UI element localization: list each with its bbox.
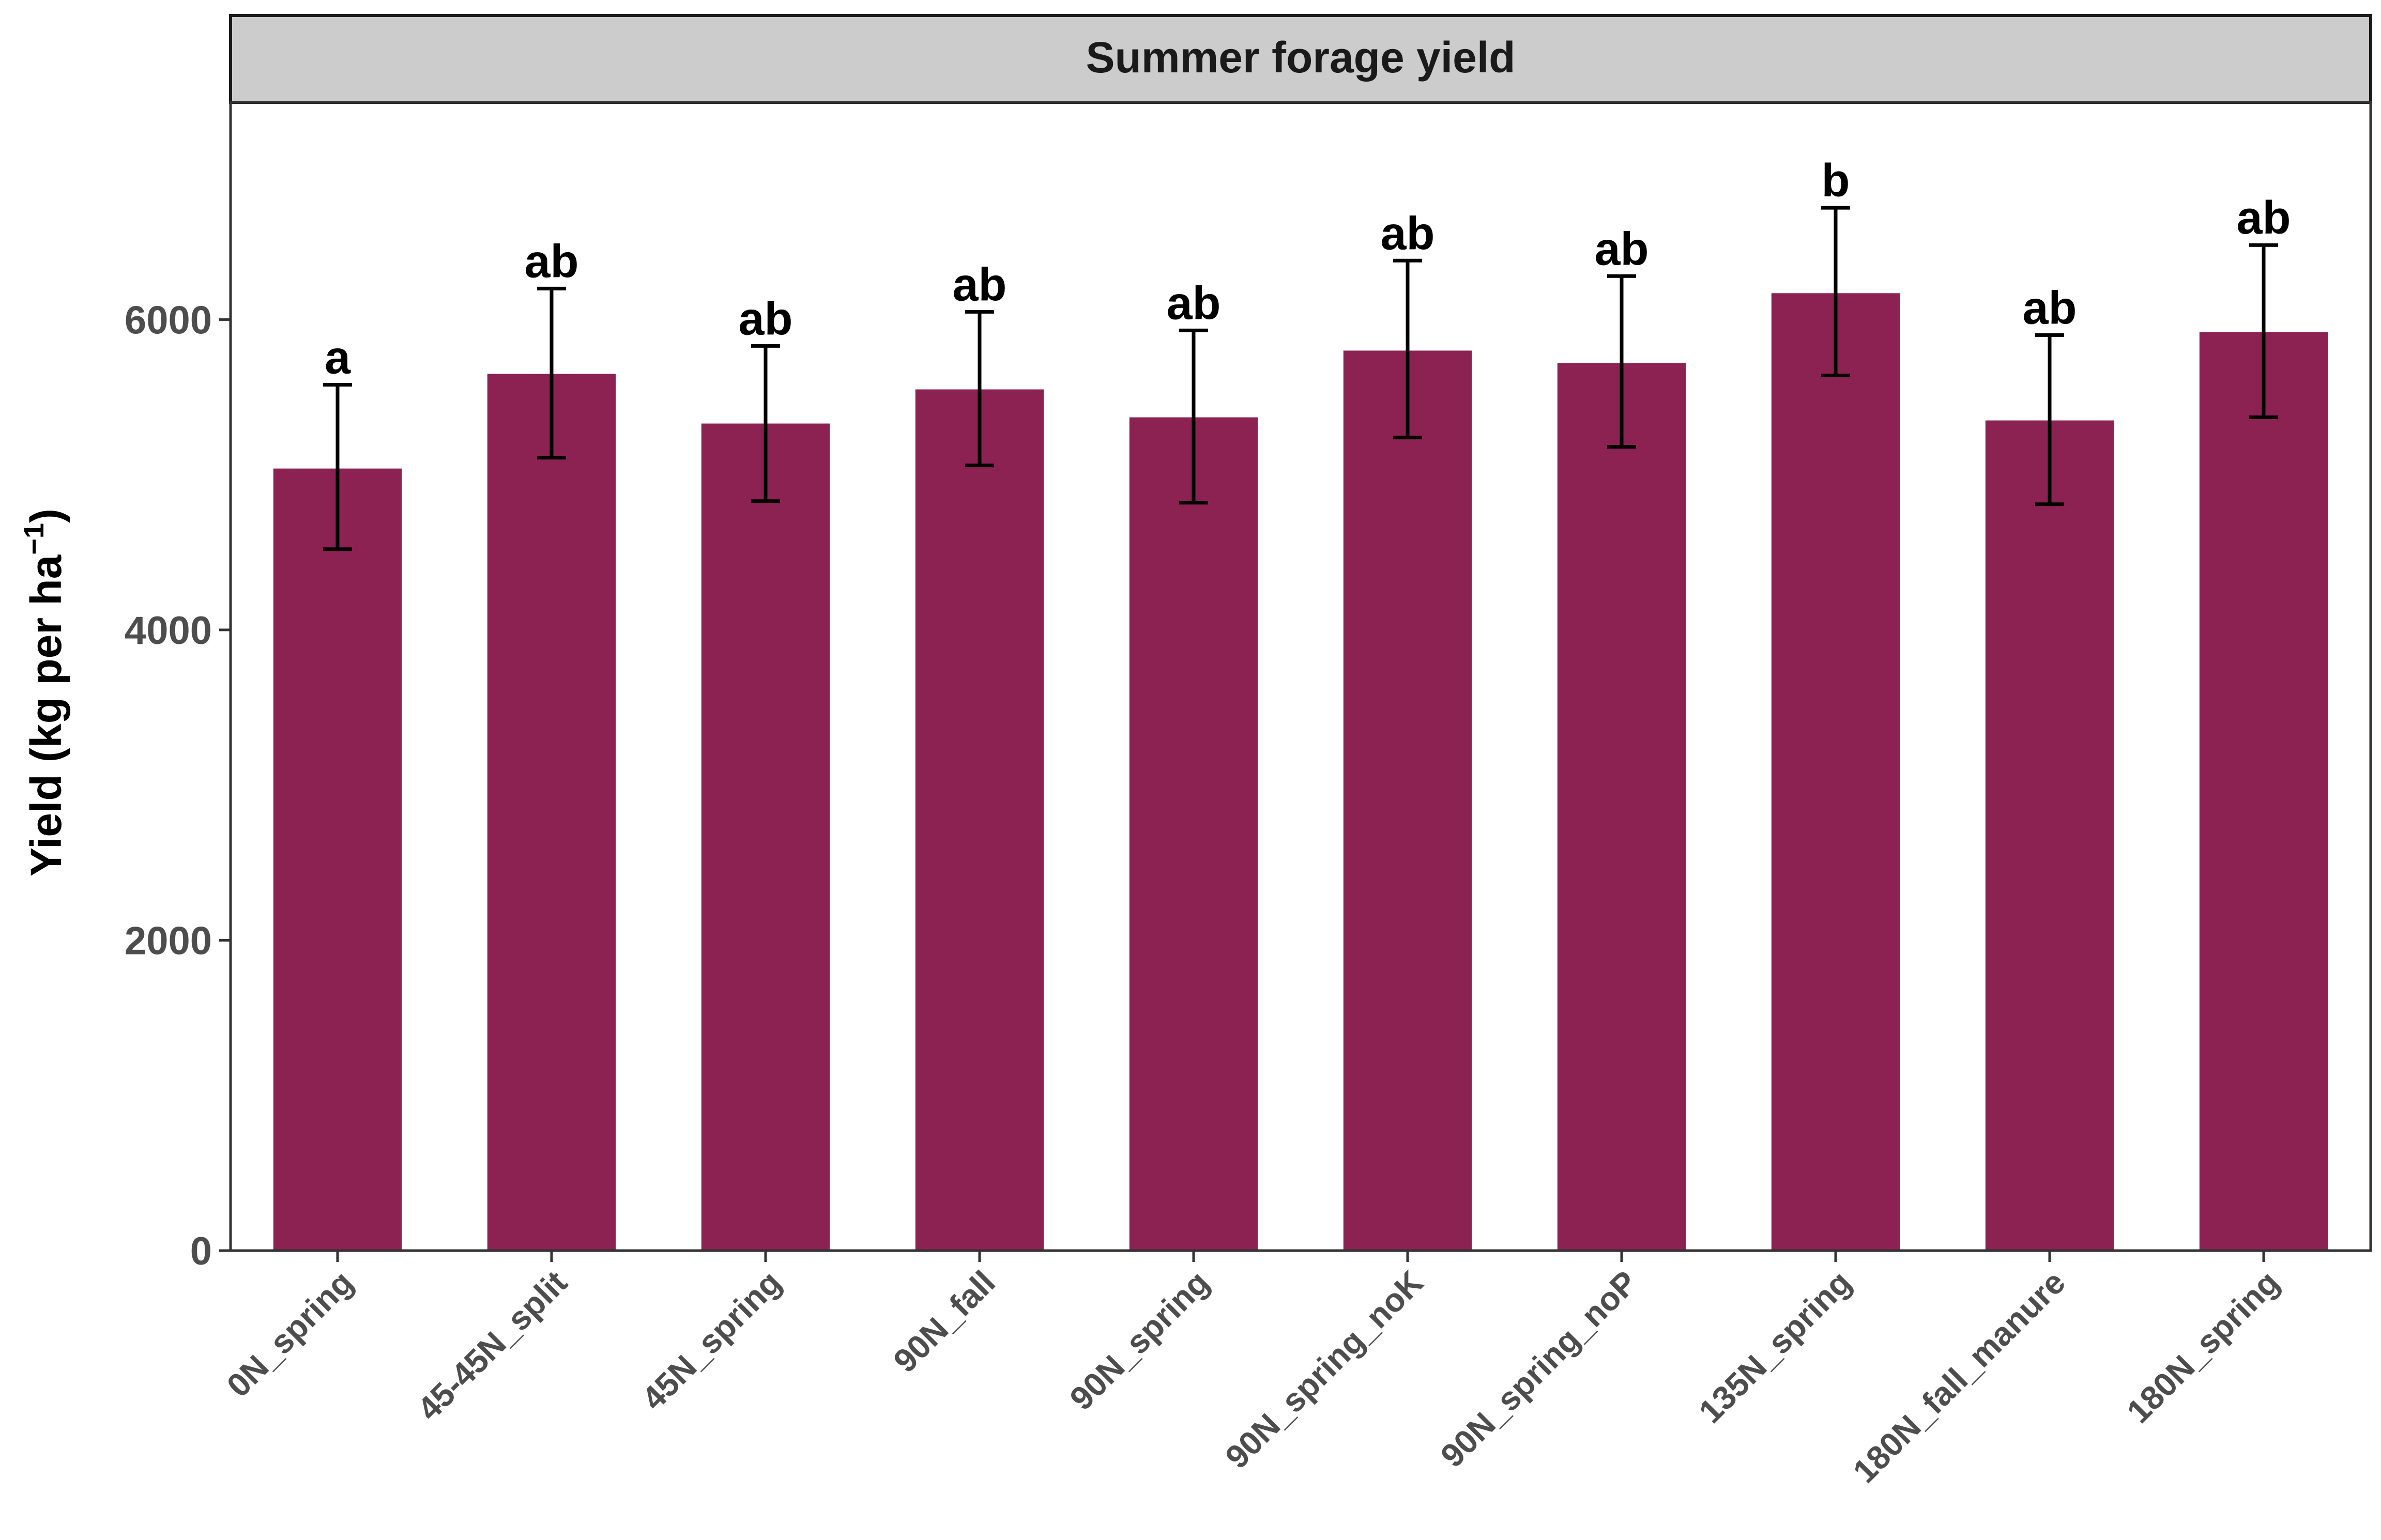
significance-label-180N_fall_manure: ab (2022, 282, 2077, 334)
significance-label-45-45N_split: ab (524, 236, 578, 287)
x-tick-label: 135N_spring (1691, 1264, 1858, 1430)
error-bar-90N_spring_noP (1607, 274, 1636, 449)
bar-90N_spring_noK (1343, 350, 1472, 1251)
bar-45N_spring (701, 423, 830, 1251)
bar-90N_fall (915, 389, 1044, 1251)
x-tick-label: 45-45N_split (410, 1264, 574, 1428)
error-bar-180N_fall_manure (2035, 333, 2064, 506)
y-axis-title-superscript: −1 (19, 523, 50, 555)
error-bar-45-45N_split (537, 286, 566, 460)
significance-label-0N_spring: a (325, 332, 351, 383)
bar-90N_spring_noP (1557, 363, 1686, 1251)
x-tick-label: 45N_spring (635, 1264, 788, 1417)
significance-label-90N_spring_noK: ab (1380, 208, 1434, 259)
y-tick-label: 4000 (125, 609, 212, 653)
x-tick-label: 90N_spring_noP (1433, 1264, 1644, 1474)
x-axis: 0N_spring 45-45N_split 45N_spring 90N_fall 9… (220, 1251, 2286, 1490)
significance-label-45N_spring: ab (738, 293, 792, 345)
significance-label-90N_spring_noP: ab (1594, 223, 1649, 275)
error-bar-90N_fall (965, 310, 994, 468)
error-bar-45N_spring (751, 344, 780, 503)
y-tick-label: 2000 (125, 919, 212, 963)
y-axis: 0 2000 4000 6000 (125, 298, 231, 1273)
x-tick-label: 180N_fall_manure (1846, 1264, 2072, 1490)
bars (273, 293, 2328, 1251)
significance-label-90N_spring: ab (1166, 278, 1220, 329)
facet-strip: Summer forage yield (229, 14, 2372, 104)
bar-180N_spring (2199, 332, 2328, 1251)
x-tick-label: 0N_spring (220, 1264, 360, 1404)
significance-label-90N_fall: ab (952, 259, 1006, 311)
x-tick-label: 90N_fall (886, 1264, 1002, 1379)
bar-0N_spring (273, 468, 402, 1251)
error-bar-135N_spring (1821, 206, 1850, 377)
chart-title: Summer forage yield (1086, 33, 1516, 82)
significance-labels: a ab ab ab ab ab ab b ab ab (325, 155, 2291, 383)
facet-strip-background (229, 14, 2372, 104)
x-tick-label: 90N_spring (1063, 1264, 1216, 1417)
y-axis-title: Yield (kg per ha−1) (19, 509, 70, 876)
x-tick-label: 180N_spring (2119, 1264, 2286, 1430)
bar-90N_spring (1129, 417, 1258, 1251)
error-bar-180N_spring (2249, 243, 2278, 420)
y-axis-title-main: Yield (kg per ha (22, 554, 70, 876)
y-tick-label: 6000 (125, 298, 212, 342)
panel-border (229, 101, 2372, 1252)
error-bar-0N_spring (323, 382, 352, 551)
y-tick-label: 0 (190, 1229, 212, 1273)
bar-180N_fall_manure (1985, 420, 2114, 1251)
y-axis-title-close: ) (22, 509, 70, 523)
significance-label-180N_spring: ab (2236, 192, 2291, 244)
bar-45-45N_split (487, 374, 616, 1251)
error-bar-90N_spring_noK (1393, 258, 1422, 440)
error-bar-90N_spring (1179, 328, 1208, 505)
bar-135N_spring (1771, 293, 1900, 1251)
error-bars (323, 206, 2278, 551)
x-tick-label: 90N_spring_noK (1218, 1264, 1430, 1476)
significance-label-135N_spring: b (1822, 155, 1850, 207)
